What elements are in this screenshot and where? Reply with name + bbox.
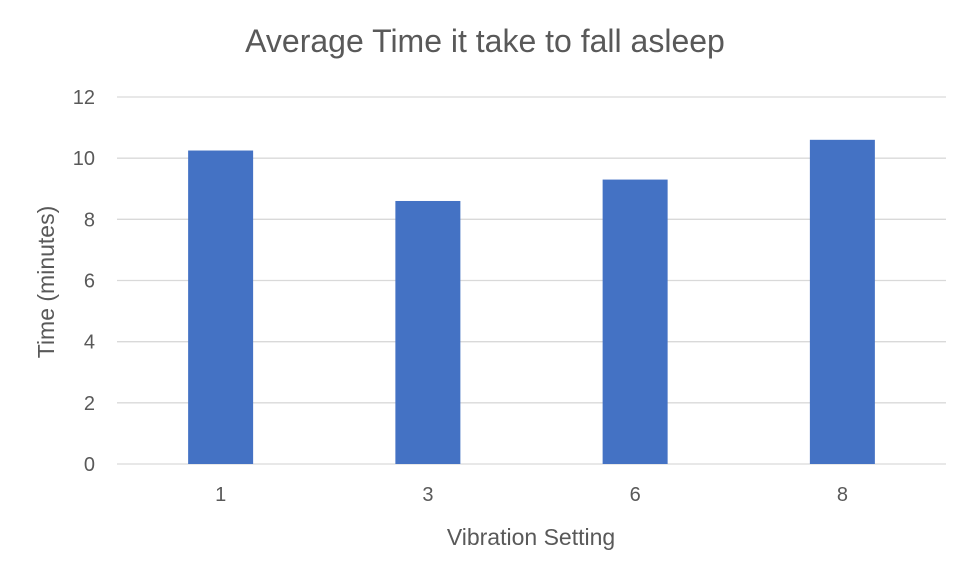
bars (188, 139, 875, 465)
y-axis-ticks: 0 2 4 6 8 10 12 (73, 87, 95, 476)
bar-1 (188, 150, 254, 465)
y-tick-label: 10 (73, 148, 95, 170)
chart-title: Average Time it take to fall asleep (245, 23, 725, 59)
x-tick-label: 8 (837, 484, 848, 506)
x-tick-label: 1 (215, 484, 226, 506)
bar-6 (602, 179, 668, 464)
bar-3 (395, 200, 461, 464)
y-tick-label: 6 (84, 271, 95, 293)
gridlines (117, 96, 946, 465)
bar-8 (809, 139, 875, 465)
y-axis-title: Time (minutes) (33, 206, 59, 359)
x-axis-ticks: 1 3 6 8 (215, 484, 848, 506)
y-tick-label: 8 (84, 209, 95, 231)
y-tick-label: 0 (84, 454, 95, 476)
x-axis-title: Vibration Setting (447, 524, 615, 550)
y-tick-label: 4 (84, 332, 95, 354)
x-tick-label: 6 (630, 484, 641, 506)
y-tick-label: 12 (73, 87, 95, 109)
y-tick-label: 2 (84, 393, 95, 415)
x-tick-label: 3 (422, 484, 433, 506)
